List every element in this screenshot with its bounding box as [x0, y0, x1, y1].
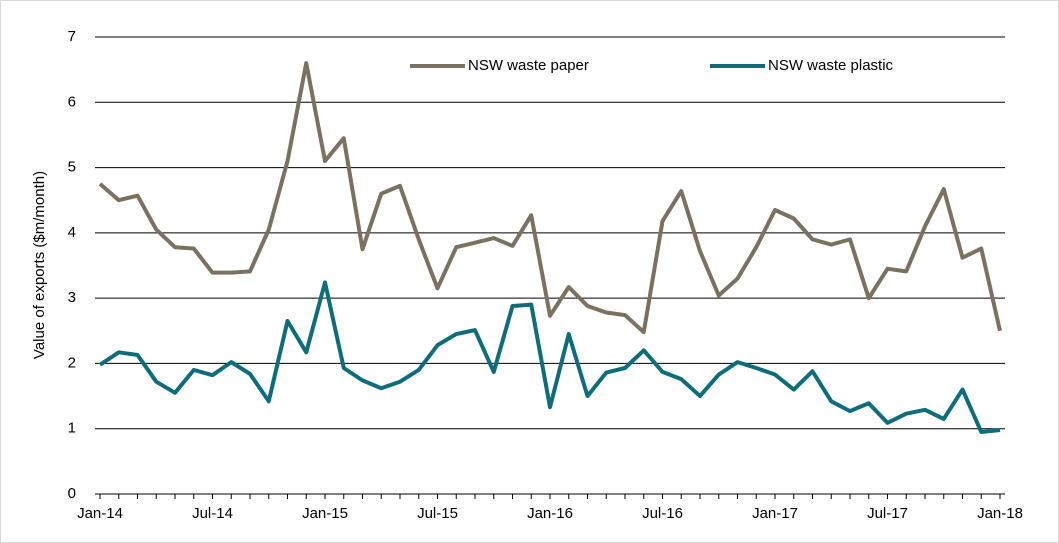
y-tick-label: 7 — [68, 28, 76, 45]
legend-label: NSW waste paper — [468, 57, 589, 74]
y-tick-label: 2 — [68, 354, 76, 371]
y-axis-label: Value of exports ($m/month) — [31, 171, 48, 359]
series-line — [98, 280, 1001, 434]
x-tick-label: Jan-16 — [527, 505, 573, 522]
y-tick-label: 3 — [68, 289, 76, 306]
y-tick-label: 4 — [68, 224, 76, 241]
y-tick-label: 0 — [68, 485, 76, 502]
x-tick-label: Jan-14 — [77, 505, 123, 522]
x-tick-label: Jan-18 — [977, 505, 1023, 522]
y-tick-label: 6 — [68, 93, 76, 110]
y-tick-label: 1 — [68, 420, 76, 437]
x-tick-label: Jan-15 — [302, 505, 348, 522]
legend-label: NSW waste plastic — [768, 57, 894, 74]
series-line — [98, 61, 1002, 335]
x-tick-label: Jul-14 — [192, 505, 233, 522]
x-tick-label: Jan-17 — [752, 505, 798, 522]
x-tick-label: Jul-15 — [417, 505, 458, 522]
x-tick-label: Jul-16 — [642, 505, 683, 522]
y-tick-label: 5 — [68, 159, 76, 176]
x-tick-label: Jul-17 — [867, 505, 908, 522]
